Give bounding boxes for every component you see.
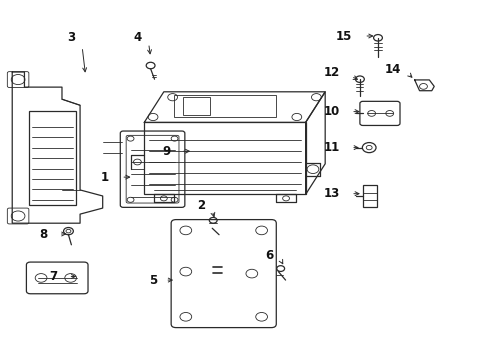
Text: 14: 14 xyxy=(384,63,400,76)
Text: 5: 5 xyxy=(149,274,157,287)
Text: 10: 10 xyxy=(323,105,339,118)
Text: 12: 12 xyxy=(323,66,339,78)
Text: 3: 3 xyxy=(67,31,76,44)
Text: 1: 1 xyxy=(100,171,108,184)
Bar xyxy=(29,111,76,205)
Bar xyxy=(144,122,305,194)
Bar xyxy=(173,95,276,117)
Text: 13: 13 xyxy=(323,187,339,200)
Text: 9: 9 xyxy=(162,145,170,158)
Text: 15: 15 xyxy=(335,30,351,42)
Text: 8: 8 xyxy=(40,228,48,240)
Text: 4: 4 xyxy=(133,31,142,44)
Text: 2: 2 xyxy=(197,199,205,212)
Text: 11: 11 xyxy=(323,141,339,154)
Bar xyxy=(183,97,210,115)
Text: 6: 6 xyxy=(265,249,273,262)
Bar xyxy=(362,185,376,207)
Text: 7: 7 xyxy=(49,270,58,283)
